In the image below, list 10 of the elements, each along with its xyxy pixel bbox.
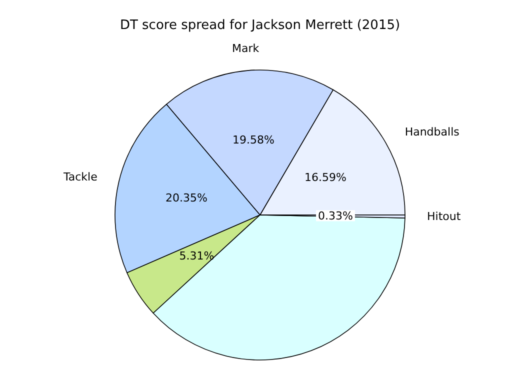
data-label: 20.35% [166, 191, 208, 204]
slice-label: Handballs [404, 125, 460, 138]
chart-title: DT score spread for Jackson Merrett (2015) [120, 18, 400, 33]
slice-label: Hitout [426, 210, 462, 224]
slice-label: Mark [232, 42, 260, 56]
data-label: 0.33% [318, 209, 353, 222]
data-label: 5.31% [179, 250, 214, 263]
slice-label: Tackle [62, 170, 98, 184]
data-label: 19.58% [232, 133, 274, 146]
data-label: 16.59% [304, 170, 346, 184]
